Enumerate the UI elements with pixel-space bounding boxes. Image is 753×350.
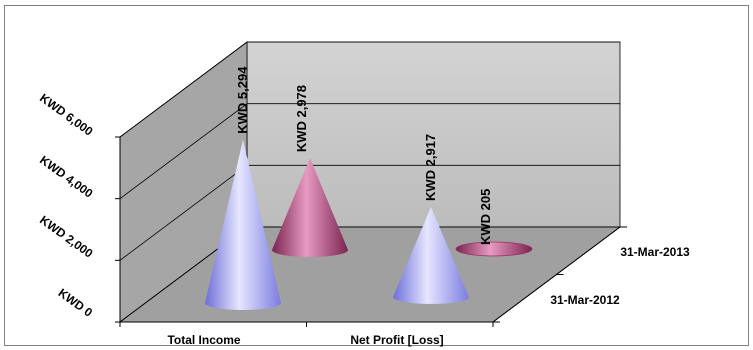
gridline-side: [119, 103, 248, 199]
series-label: 31-Mar-2013: [620, 245, 690, 259]
x-tick-label: Net Profit [Loss]: [350, 333, 443, 347]
chart-border: [4, 5, 749, 346]
data-label: KWD 5,294: [235, 66, 250, 134]
cone-mark: [393, 207, 469, 304]
data-label: KWD 205: [478, 189, 493, 245]
series-label: 31-Mar-2012: [550, 293, 620, 307]
cone-mark: [455, 241, 533, 257]
y-tick-label: KWD 2,000: [37, 213, 96, 261]
cone-mark: [205, 139, 281, 310]
data-label: KWD 2,917: [423, 134, 438, 201]
cone-mark: [272, 158, 348, 257]
data-label: KWD 2,978: [294, 85, 309, 152]
gridline-side: [119, 41, 248, 138]
x-tick-label: Total Income: [167, 333, 240, 347]
gridline-side: [119, 165, 248, 261]
y-tick-label: KWD 0: [56, 286, 96, 320]
y-tick-label: KWD 4,000: [37, 153, 96, 201]
y-tick-label: KWD 6,000: [37, 91, 96, 139]
